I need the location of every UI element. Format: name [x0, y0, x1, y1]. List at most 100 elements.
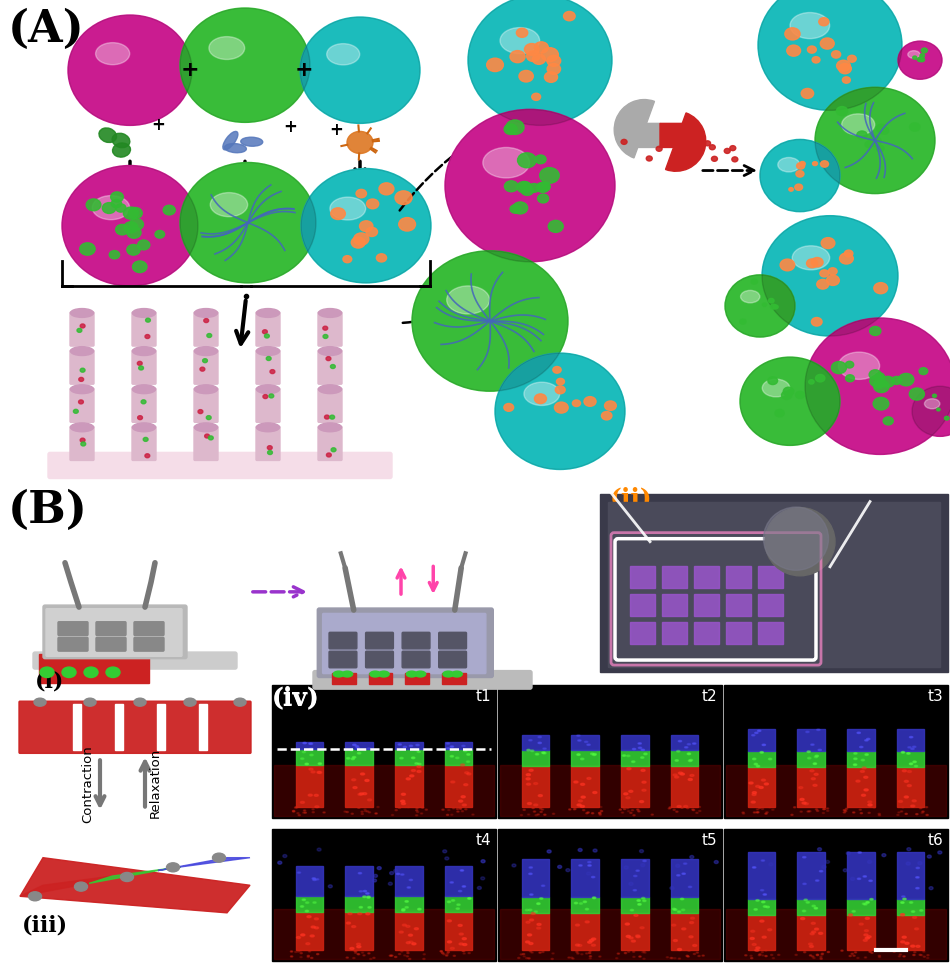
Ellipse shape [846, 808, 847, 809]
Ellipse shape [312, 926, 315, 928]
Ellipse shape [865, 901, 869, 903]
Ellipse shape [923, 956, 925, 957]
Ellipse shape [867, 860, 871, 864]
Ellipse shape [529, 950, 532, 951]
Ellipse shape [443, 849, 446, 853]
Ellipse shape [402, 908, 405, 910]
Ellipse shape [527, 814, 530, 815]
Bar [630, 594, 655, 616]
Ellipse shape [628, 811, 630, 812]
Ellipse shape [837, 61, 850, 71]
Ellipse shape [378, 671, 390, 677]
Ellipse shape [773, 305, 778, 309]
Ellipse shape [558, 866, 561, 869]
Ellipse shape [600, 811, 602, 812]
Ellipse shape [641, 864, 645, 867]
Ellipse shape [209, 37, 245, 60]
Ellipse shape [447, 901, 450, 902]
FancyBboxPatch shape [194, 427, 218, 460]
Ellipse shape [908, 51, 920, 59]
Bar [346, 866, 372, 897]
Ellipse shape [589, 950, 591, 951]
Ellipse shape [643, 900, 646, 901]
Ellipse shape [822, 953, 824, 954]
Ellipse shape [846, 851, 850, 855]
Ellipse shape [627, 808, 629, 809]
Ellipse shape [368, 906, 371, 908]
Ellipse shape [762, 744, 766, 745]
Ellipse shape [408, 887, 410, 888]
Ellipse shape [671, 957, 673, 958]
Ellipse shape [145, 454, 150, 457]
Bar [897, 768, 924, 807]
Ellipse shape [463, 944, 466, 946]
Ellipse shape [901, 941, 904, 943]
Ellipse shape [864, 875, 866, 877]
Ellipse shape [532, 54, 545, 65]
Ellipse shape [358, 794, 362, 795]
Ellipse shape [356, 943, 361, 946]
Ellipse shape [404, 955, 406, 956]
Ellipse shape [524, 382, 560, 405]
Ellipse shape [871, 952, 873, 953]
Ellipse shape [305, 910, 309, 912]
Bar [39, 654, 149, 683]
Bar [369, 672, 392, 685]
Ellipse shape [415, 763, 418, 765]
Ellipse shape [944, 416, 949, 420]
Ellipse shape [403, 924, 407, 926]
Ellipse shape [769, 863, 773, 866]
Ellipse shape [112, 143, 130, 157]
Ellipse shape [450, 756, 453, 757]
Ellipse shape [450, 746, 453, 747]
Ellipse shape [758, 807, 761, 809]
Ellipse shape [909, 901, 913, 903]
Ellipse shape [761, 860, 765, 861]
FancyBboxPatch shape [70, 427, 94, 460]
Bar [522, 736, 549, 750]
Ellipse shape [778, 158, 800, 172]
Ellipse shape [921, 807, 922, 808]
Ellipse shape [695, 813, 698, 814]
Ellipse shape [770, 954, 772, 955]
Ellipse shape [534, 911, 538, 913]
Ellipse shape [526, 783, 531, 785]
Ellipse shape [358, 913, 362, 915]
Ellipse shape [823, 809, 825, 810]
Ellipse shape [62, 667, 76, 678]
Ellipse shape [627, 755, 630, 757]
Ellipse shape [521, 954, 522, 955]
Ellipse shape [132, 385, 156, 394]
Ellipse shape [760, 890, 764, 891]
Ellipse shape [300, 758, 304, 760]
Ellipse shape [398, 808, 401, 809]
Ellipse shape [869, 951, 871, 952]
Ellipse shape [313, 879, 316, 880]
Ellipse shape [576, 951, 578, 952]
Ellipse shape [788, 188, 793, 192]
Ellipse shape [845, 250, 853, 257]
Ellipse shape [301, 169, 431, 283]
Ellipse shape [360, 773, 365, 775]
Bar [671, 766, 698, 807]
Ellipse shape [916, 876, 919, 878]
Ellipse shape [820, 270, 828, 277]
Ellipse shape [318, 423, 342, 431]
Ellipse shape [513, 202, 527, 214]
Ellipse shape [358, 953, 360, 955]
Bar [621, 913, 649, 950]
Bar [274, 909, 494, 959]
Ellipse shape [318, 763, 321, 765]
Ellipse shape [821, 954, 823, 955]
FancyBboxPatch shape [134, 622, 164, 636]
Ellipse shape [330, 415, 334, 419]
Ellipse shape [521, 185, 534, 195]
FancyBboxPatch shape [132, 427, 156, 460]
Ellipse shape [294, 807, 296, 808]
Ellipse shape [331, 208, 346, 220]
Text: +: + [151, 117, 165, 135]
Ellipse shape [577, 735, 580, 737]
Ellipse shape [363, 896, 366, 898]
Ellipse shape [811, 318, 822, 326]
Ellipse shape [790, 815, 793, 816]
